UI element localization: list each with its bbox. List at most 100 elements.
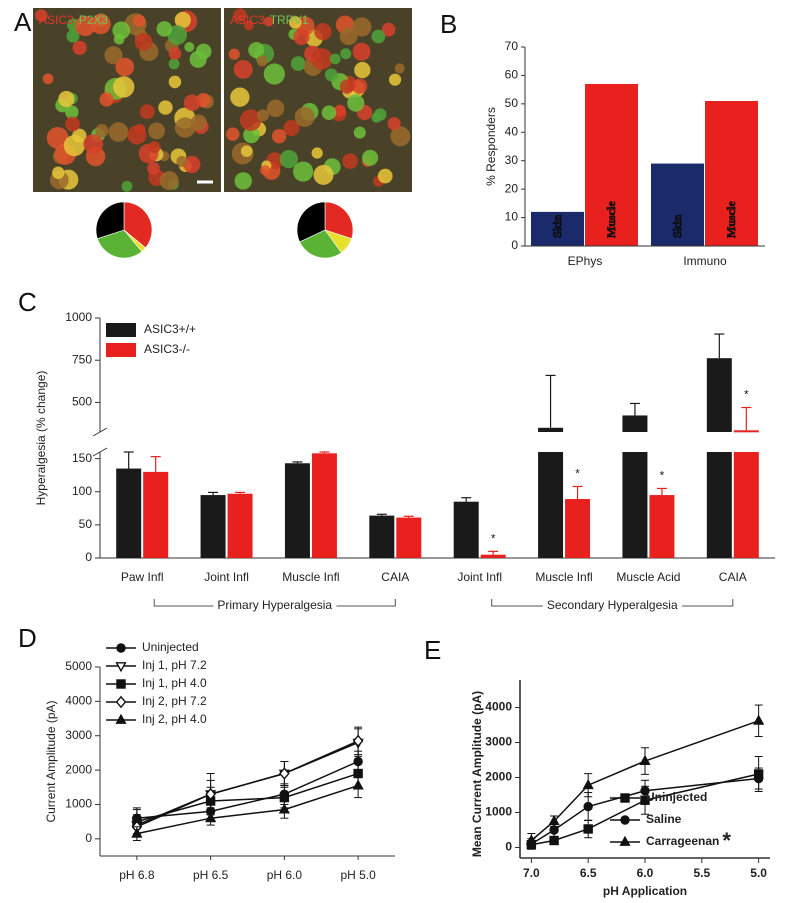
cell: [339, 27, 358, 46]
marker: [131, 827, 143, 838]
cell: [390, 126, 411, 147]
x-tick-label: CAIA: [381, 570, 409, 584]
x-tick-label: pH 6.0: [267, 868, 303, 882]
cell: [293, 29, 310, 46]
cell: [139, 104, 155, 120]
marker: [583, 801, 593, 812]
cell: [174, 117, 196, 138]
x-tick-label: Joint Infl: [457, 570, 502, 584]
legend-swatch: [106, 343, 136, 357]
y-tick-label: 150: [72, 451, 92, 465]
cell: [113, 76, 135, 98]
bar-upper: [538, 427, 564, 432]
cell: [239, 109, 262, 131]
legend-name: Uninjected: [142, 640, 199, 654]
series-line: [136, 772, 359, 823]
cell: [240, 145, 253, 157]
cell: [230, 87, 250, 107]
group-label: Primary Hyperalgesia: [217, 598, 332, 612]
cell: [65, 116, 80, 132]
y-tick-label: 50: [505, 96, 519, 110]
y-tick-label: 750: [72, 352, 92, 366]
cell: [371, 29, 386, 44]
marker: [549, 825, 559, 835]
panel-letter: B: [440, 9, 457, 39]
cell: [168, 58, 180, 70]
marker: [352, 779, 364, 790]
x-tick-label: EPhys: [568, 254, 603, 268]
marker: [205, 787, 216, 801]
marker: [619, 835, 631, 846]
bar: [531, 211, 584, 246]
cell: [292, 161, 314, 182]
caption-word: ASIC3: [39, 13, 74, 27]
x-axis-label: pH Application: [603, 884, 687, 898]
legend-name: Inj 2, pH 4.0: [142, 712, 207, 726]
legend-name: Inj 2, pH 7.2: [142, 694, 207, 708]
cell: [58, 90, 75, 108]
cell: [104, 46, 123, 65]
cell: [314, 23, 332, 41]
cell: [333, 104, 346, 117]
bar-name: Muscle: [724, 201, 738, 238]
marker: [640, 786, 650, 796]
y-axis-label: % Responders: [484, 107, 498, 186]
marker: [115, 662, 127, 673]
marker: [582, 778, 594, 790]
cell: [168, 47, 182, 60]
marker: [279, 767, 290, 780]
bar: [651, 163, 704, 246]
significance: *: [660, 469, 665, 483]
cell: [290, 56, 306, 71]
bar-upper: [622, 415, 648, 432]
group-label-bg: [213, 598, 337, 613]
bar: [311, 453, 337, 558]
pie-slice: [95, 201, 125, 240]
series-line: [136, 784, 359, 835]
panel-letter: A: [14, 7, 32, 37]
x-tick-label: pH 5.0: [340, 868, 376, 882]
cell: [233, 8, 247, 22]
x-tick-label: 7.0: [523, 866, 540, 880]
y-tick-label: 500: [72, 395, 92, 409]
y-tick-label: 1000: [65, 310, 92, 324]
y-tick-label: 5000: [65, 659, 92, 673]
cell: [263, 16, 274, 27]
marker: [525, 834, 537, 845]
cell: [279, 149, 298, 169]
y-tick-label: 0: [505, 840, 512, 854]
y-tick-label: 10: [505, 210, 519, 224]
bar: [200, 495, 226, 558]
cell: [156, 21, 173, 37]
legend-name: Inj 1, pH 7.2: [142, 658, 207, 672]
caption-word: TRPV1: [270, 13, 309, 27]
significance: *: [744, 388, 749, 402]
y-tick-label: 100: [72, 484, 92, 498]
y-tick-label: 4000: [65, 694, 92, 708]
x-tick-label: Muscle Infl: [282, 570, 339, 584]
cell: [352, 17, 372, 37]
cell: [243, 20, 254, 31]
bar-name: Skin: [670, 214, 684, 238]
cell: [324, 68, 338, 82]
cell: [311, 48, 333, 70]
cell: [183, 94, 201, 111]
cell: [339, 79, 355, 94]
pie-slice: [123, 201, 153, 249]
y-tick-label: 40: [505, 124, 519, 138]
y-tick-label: 3000: [65, 728, 92, 742]
legend-label: Inj 1, pH 7.2: [142, 658, 207, 672]
legend-name: Saline: [646, 812, 682, 826]
x-tick-label: Muscle Acid: [616, 570, 680, 584]
axis-break: [92, 447, 108, 457]
legend-label: ASIC3-/-: [144, 342, 190, 356]
cell: [263, 63, 285, 85]
cell: [394, 63, 405, 74]
cell: [340, 48, 352, 60]
cell: [377, 168, 393, 184]
cell: [243, 126, 260, 144]
legend-label: Inj 2, pH 7.2: [142, 694, 207, 708]
cell: [147, 162, 160, 175]
cell: [121, 180, 133, 192]
